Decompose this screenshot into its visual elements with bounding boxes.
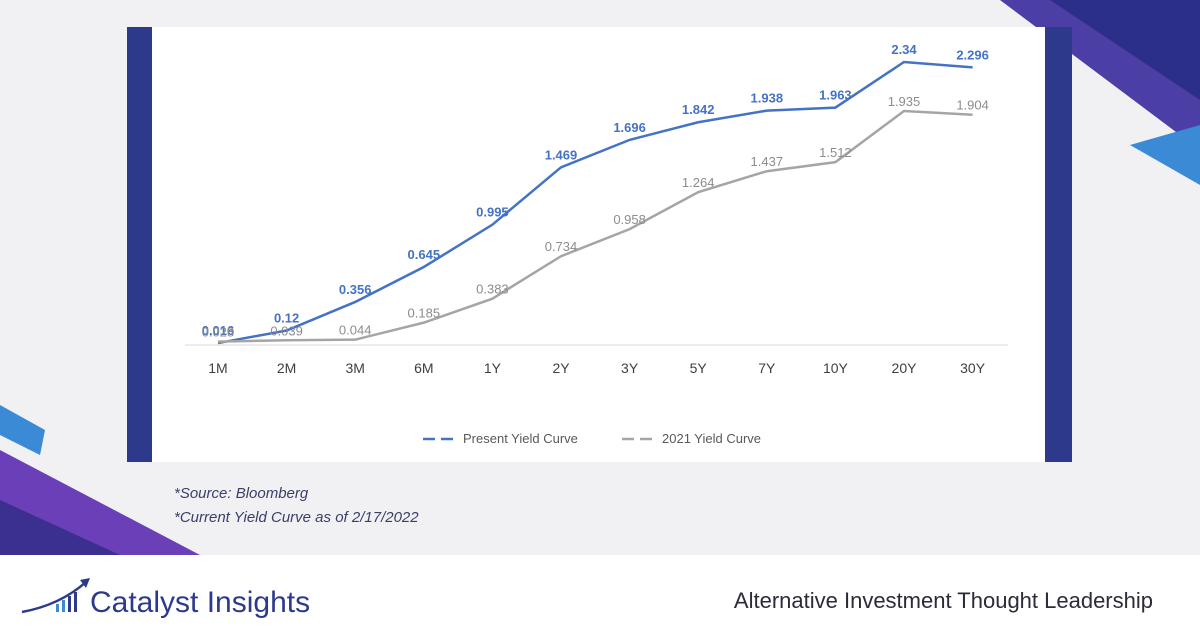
x-tick-label: 3Y bbox=[621, 360, 639, 376]
data-label: 0.028 bbox=[202, 325, 235, 340]
panel-edge bbox=[127, 27, 152, 462]
data-label: 2.296 bbox=[956, 47, 989, 62]
data-label: 0.958 bbox=[613, 212, 646, 227]
data-label: 1.512 bbox=[819, 145, 852, 160]
logo-icon bbox=[21, 578, 90, 614]
footer bbox=[0, 555, 1200, 640]
x-tick-label: 1Y bbox=[484, 360, 502, 376]
date-note: *Current Yield Curve as of 2/17/2022 bbox=[174, 509, 419, 526]
series-line bbox=[217, 60, 973, 345]
x-tick-label: 30Y bbox=[960, 360, 986, 376]
data-label: 0.356 bbox=[339, 282, 372, 297]
x-tick-label: 20Y bbox=[892, 360, 918, 376]
panel-edge bbox=[1045, 27, 1072, 462]
data-label: 1.938 bbox=[751, 91, 784, 106]
chart-panel bbox=[127, 27, 1072, 462]
data-label: 0.383 bbox=[476, 282, 509, 297]
data-label: 1.935 bbox=[888, 94, 921, 109]
data-label: 0.016 bbox=[202, 323, 235, 338]
x-tick-label: 2Y bbox=[552, 360, 570, 376]
data-label: 1.437 bbox=[751, 154, 784, 169]
x-tick-label: 1M bbox=[208, 360, 227, 376]
tagline: Alternative Investment Thought Leadershi… bbox=[734, 588, 1153, 613]
legend-label: Present Yield Curve bbox=[463, 431, 578, 446]
data-label: 0.185 bbox=[408, 306, 441, 321]
data-label: 0.995 bbox=[476, 205, 509, 220]
data-label: 1.963 bbox=[819, 88, 852, 103]
legend-label: 2021 Yield Curve bbox=[662, 431, 761, 446]
data-label: 0.044 bbox=[339, 323, 372, 338]
data-label: 1.264 bbox=[682, 175, 715, 190]
series-line bbox=[217, 109, 973, 343]
data-label: 0.734 bbox=[545, 239, 578, 254]
data-label: 1.842 bbox=[682, 102, 715, 117]
data-label: 1.469 bbox=[545, 147, 578, 162]
data-label: 2.34 bbox=[891, 42, 917, 57]
brand: Catalyst Insights bbox=[90, 586, 310, 619]
data-label: 0.645 bbox=[408, 247, 441, 262]
x-tick-label: 10Y bbox=[823, 360, 849, 376]
x-tick-label: 7Y bbox=[758, 360, 776, 376]
x-tick-label: 3M bbox=[345, 360, 364, 376]
source-note: *Source: Bloomberg bbox=[174, 485, 309, 502]
x-tick-label: 5Y bbox=[690, 360, 708, 376]
x-tick-label: 2M bbox=[277, 360, 296, 376]
data-label: 0.12 bbox=[274, 310, 299, 325]
data-label: 0.039 bbox=[270, 323, 303, 338]
data-label: 1.904 bbox=[956, 98, 989, 113]
data-label: 1.696 bbox=[613, 120, 646, 135]
plot: 1M 2M 3M 6M 1Y 2Y 3Y 5Y 7Y 10Y 20Y 30Y 0.016 0.12 0.35… bbox=[202, 42, 989, 446]
x-tick-label: 6M bbox=[414, 360, 433, 376]
